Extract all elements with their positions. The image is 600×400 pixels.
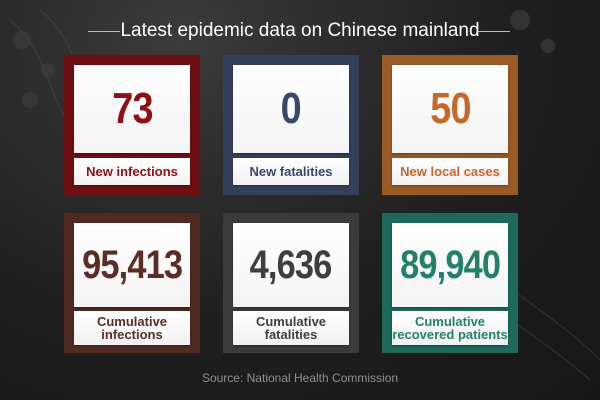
value-panel: 95,413 (74, 223, 190, 307)
card-new-local-cases: 50 New local cases (382, 55, 518, 195)
title-right-rule (478, 31, 510, 32)
value-panel: 4,636 (233, 223, 349, 307)
stat-value: 50 (429, 84, 471, 133)
card-new-fatalities: 0 New fatalities (223, 55, 359, 195)
stat-value: 0 (280, 84, 302, 133)
value-panel: 50 (392, 65, 508, 153)
card-cumulative-fatalities: 4,636 Cumulative fatalities (223, 213, 359, 353)
card-cumulative-recovered: 89,940 Cumulative recovered patients (382, 213, 518, 353)
stat-value: 73 (111, 84, 153, 133)
stat-value: 95,413 (81, 242, 183, 287)
stat-label: New local cases (392, 158, 508, 185)
stat-label: New infections (74, 158, 190, 185)
value-panel: 89,940 (392, 223, 508, 307)
stat-value: 4,636 (250, 242, 333, 287)
value-panel: 73 (74, 65, 190, 153)
title-left-rule (88, 31, 120, 32)
value-panel: 0 (233, 65, 349, 153)
stat-label: Cumulative infections (74, 311, 190, 345)
card-cumulative-infections: 95,413 Cumulative infections (64, 213, 200, 353)
stat-value: 89,940 (399, 242, 501, 287)
header: Latest epidemic data on Chinese mainland (0, 18, 600, 44)
stat-label: New fatalities (233, 158, 349, 185)
stat-label: Cumulative recovered patients (392, 311, 508, 345)
stat-label: Cumulative fatalities (233, 311, 349, 345)
card-new-infections: 73 New infections (64, 55, 200, 195)
page-title: Latest epidemic data on Chinese mainland (120, 20, 480, 41)
source-note: Source: National Health Commission (201, 371, 399, 385)
